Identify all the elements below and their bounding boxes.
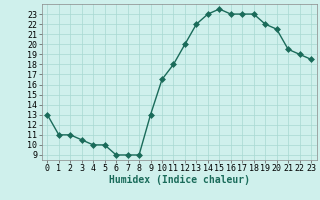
X-axis label: Humidex (Indice chaleur): Humidex (Indice chaleur) — [109, 175, 250, 185]
